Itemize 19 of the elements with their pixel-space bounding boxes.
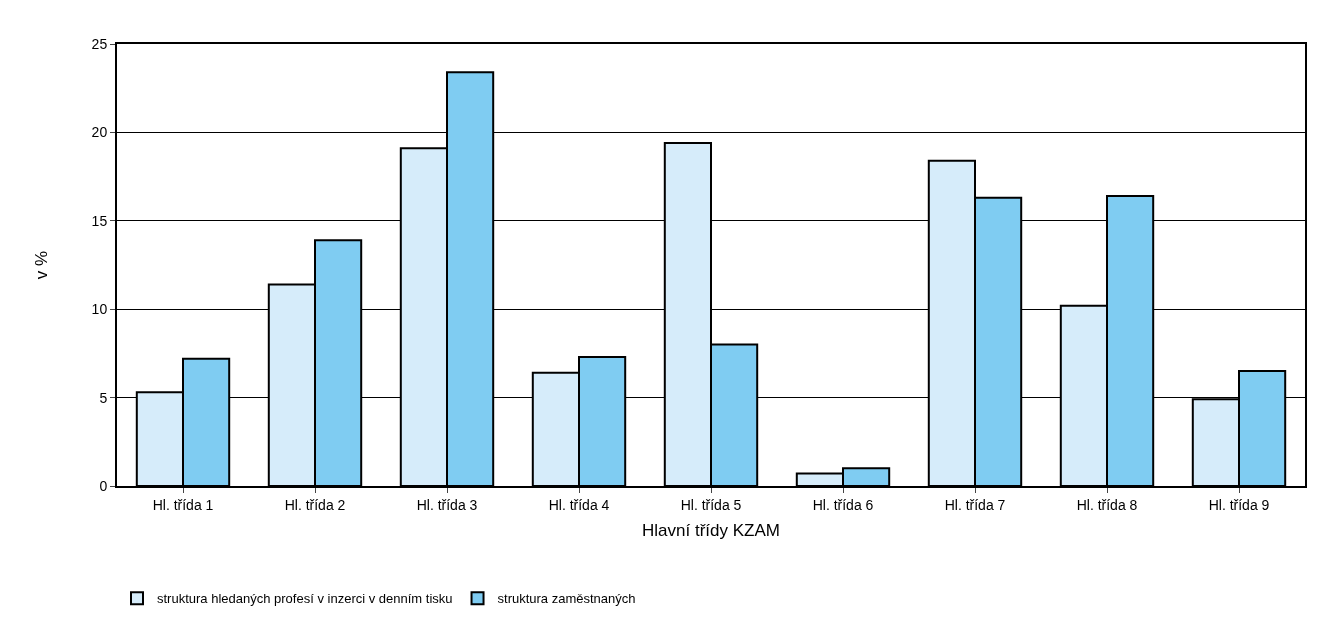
y-tick-label: 10 <box>91 301 108 318</box>
legend-label: struktura zaměstnaných <box>497 591 636 607</box>
x-tick-label: Hl. třída 8 <box>1076 496 1138 513</box>
legend-label: struktura hledaných profesí v inzerci v denním tisku <box>157 591 453 607</box>
x-tick-label: Hl. třída 4 <box>548 496 610 513</box>
x-tick-label: Hl. třída 3 <box>416 496 478 513</box>
y-tick-label: 15 <box>91 212 108 229</box>
y-tick-label: 5 <box>99 389 108 406</box>
x-tick-label: Hl. třída 2 <box>284 496 346 513</box>
y-axis-title: v % <box>31 250 51 280</box>
y-tick-label: 20 <box>91 124 108 141</box>
x-tick-label: Hl. třída 1 <box>152 496 214 513</box>
x-axis-title: Hlavní třídy KZAM <box>642 520 780 540</box>
y-tick-label: 25 <box>91 35 108 52</box>
x-tick-label: Hl. třída 7 <box>944 496 1006 513</box>
x-tick-label: Hl. třída 6 <box>812 496 874 513</box>
x-tick-label: Hl. třída 5 <box>680 496 742 513</box>
x-tick-label: Hl. třída 9 <box>1208 496 1270 513</box>
y-tick-label: 0 <box>99 477 108 494</box>
